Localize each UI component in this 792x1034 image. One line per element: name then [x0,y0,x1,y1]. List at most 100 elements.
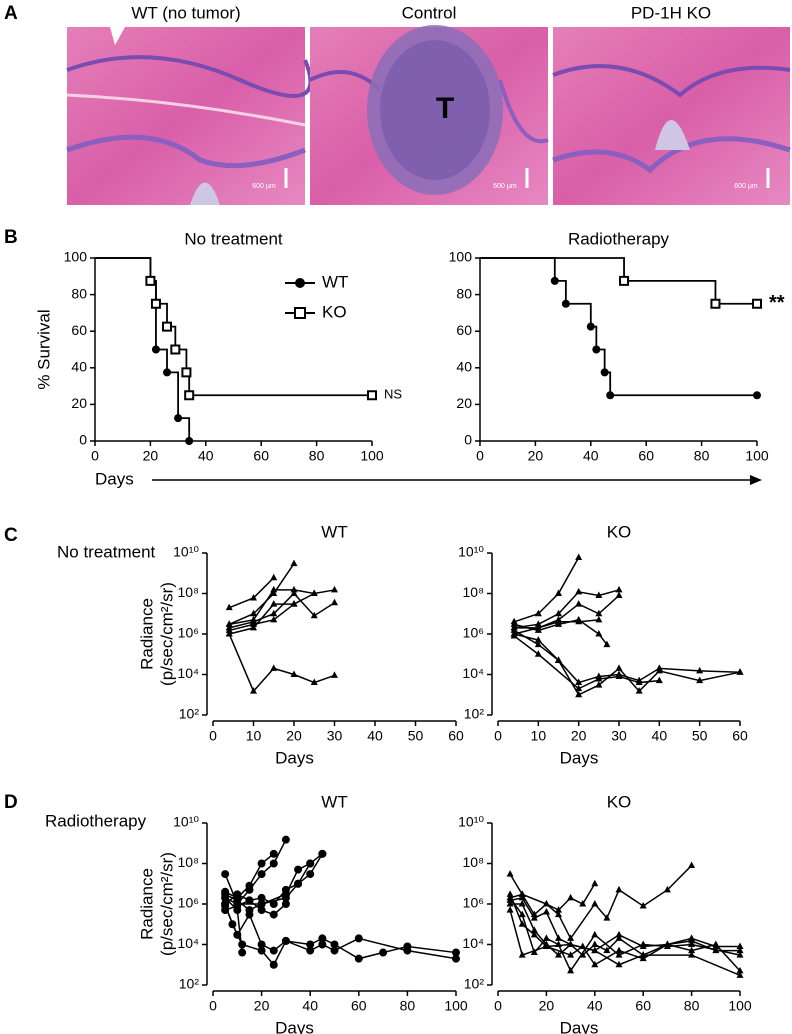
y-tick-label: 10⁶ [463,895,484,911]
x-tick-label: 0 [494,728,502,744]
data-point [615,951,623,958]
data-point [753,391,761,400]
series-line [513,633,741,696]
y-tick-label: 80 [71,285,87,301]
data-point [221,893,230,902]
data-point [331,598,338,606]
data-point [257,946,266,955]
x-tick-label: 100 [728,998,752,1014]
data-point [518,920,526,927]
x-tick-label: 40 [198,448,214,464]
data-point [736,971,744,978]
series-line [513,629,741,684]
data-point [281,936,290,945]
data-point [306,859,315,868]
data-point [245,910,254,919]
data-point [510,620,518,627]
data-point [331,671,338,678]
data-point [269,946,278,955]
data-point [575,587,583,595]
data-point [225,626,233,633]
data-point [294,865,303,874]
data-point [145,275,156,286]
data-point [639,901,647,909]
data-point [606,391,615,400]
scale-label: 600 µm [252,183,276,190]
data-point [579,900,587,907]
data-point [318,940,327,949]
data-point [555,934,562,941]
y-tick-label: 10⁴ [462,665,484,681]
data-point [534,620,542,627]
data-point [696,676,704,684]
data-point [663,940,671,947]
data-point [615,960,623,968]
panel-label: D [4,792,18,813]
data-point [530,930,538,938]
data-point [619,275,630,286]
y-tick-label: 0 [79,432,87,448]
data-point [534,626,542,633]
chart-title: Radiotherapy [568,229,670,248]
x-tick-label: 60 [448,728,464,744]
data-point [534,609,542,617]
data-point [615,934,623,941]
data-point [595,681,603,688]
data-point [712,940,720,947]
x-tick-label: 60 [351,998,367,1014]
x-tick-label: 80 [684,998,700,1014]
data-point [542,934,550,941]
data-point [603,640,611,648]
x-tick-label: 40 [583,448,599,464]
annotation: ** [769,292,785,314]
x-tick-label: 40 [367,728,383,744]
data-point [250,593,257,601]
data-point [567,940,575,947]
x-tick-label: 20 [286,728,302,744]
x-tick-label: 40 [652,728,668,744]
data-point [306,870,315,879]
series-line [229,603,295,632]
data-point [250,623,257,631]
x-tick-label: 100 [745,448,769,464]
y-tick-label: 10⁶ [178,625,199,641]
x-tick-label: 30 [611,728,627,744]
data-point [270,600,278,607]
data-point [331,585,338,593]
data-point [655,666,663,674]
survival-curve [480,257,757,305]
legend-label: WT [322,272,348,291]
legend-label: KO [322,302,347,321]
series-line [228,563,295,626]
x-tick-label: 0 [209,728,217,744]
data-point [542,942,550,949]
data-point [318,849,327,858]
data-point [225,603,233,611]
data-point [269,960,278,969]
y-tick-label: 20 [456,395,472,411]
row-label: Radiotherapy [45,811,147,830]
data-point [185,437,194,445]
data-point [591,900,599,907]
data-point [736,966,744,974]
data-point [591,960,599,968]
histology-image [309,25,549,205]
x-tick-label: 20 [528,448,544,464]
image-title: Control [402,3,457,22]
x-tick-label: 100 [444,998,468,1014]
series-line [513,557,580,623]
series-line [229,589,335,626]
data-point [655,676,663,684]
y-tick-label: 10⁸ [463,854,485,870]
y-tick-label: 100 [449,249,473,265]
data-point [575,553,583,560]
y-tick-label: 10¹⁰ [458,814,484,830]
data-point [550,276,559,285]
data-point [250,620,257,627]
data-point [615,885,623,893]
data-point [615,664,623,671]
data-point [506,900,514,907]
data-point [310,589,318,596]
y-axis-label: Radiance [137,598,156,670]
data-point [270,573,278,581]
